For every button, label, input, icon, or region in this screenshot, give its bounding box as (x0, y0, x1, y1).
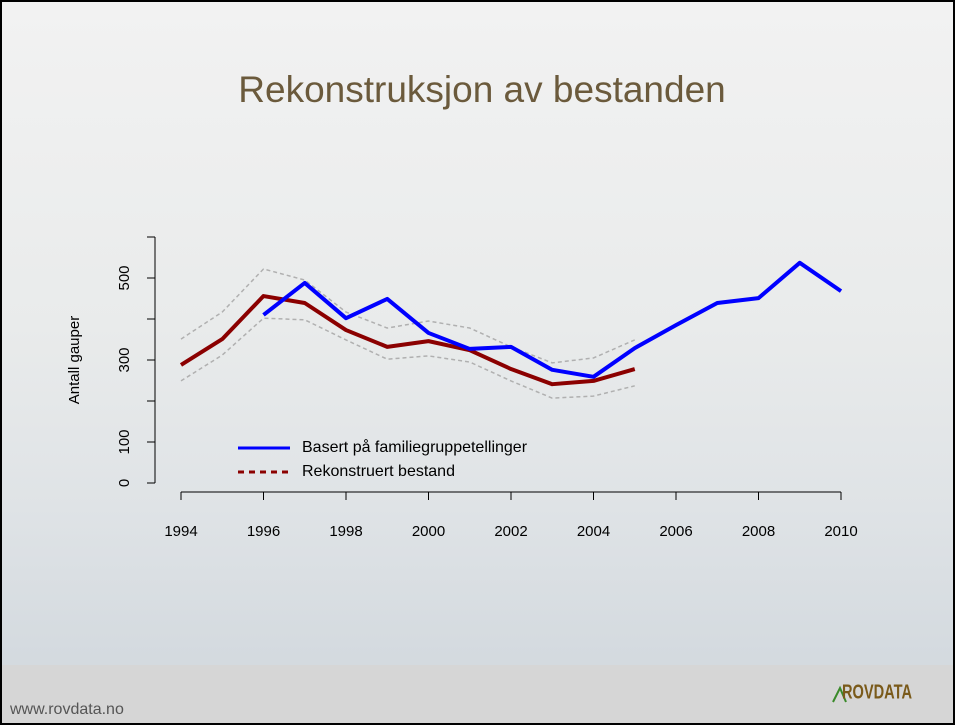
y-tick-label: 300 (116, 347, 133, 372)
plot: 0 100 300 500 1994 1996 1998 2000 2002 2004 2006 20… (116, 236, 858, 540)
legend-label: Rekonstruert bestand (302, 463, 455, 480)
y-tick-label: 0 (116, 479, 133, 487)
x-tick-label: 1994 (164, 523, 197, 540)
y-axis-label: Antall gauper (66, 316, 83, 404)
footer-url: www.rovdata.no (9, 701, 124, 718)
band-line (180, 317, 635, 399)
x-tick-label: 2004 (577, 523, 610, 540)
x-tick-label: 2008 (742, 523, 775, 540)
x-tick-label: 2000 (412, 523, 445, 540)
x-tick-label: 2002 (494, 523, 527, 540)
title: Rekonstruksjon av bestanden (238, 69, 725, 110)
x-tick-label: 1998 (329, 523, 362, 540)
x-tick-label: 2010 (824, 523, 857, 540)
footer-band (0, 665, 955, 725)
y-tick-label: 500 (116, 265, 133, 290)
x-tick-label: 2006 (659, 523, 692, 540)
logo: ROVDATA (842, 681, 912, 703)
y-tick-label: 100 (116, 429, 133, 454)
band-line (180, 268, 636, 364)
series-line (262, 260, 843, 379)
legend-label: Basert på familiegruppetellinger (302, 438, 528, 456)
x-tick-label: 1996 (247, 523, 280, 540)
logo-mark (832, 685, 847, 703)
series-line (179, 294, 636, 387)
